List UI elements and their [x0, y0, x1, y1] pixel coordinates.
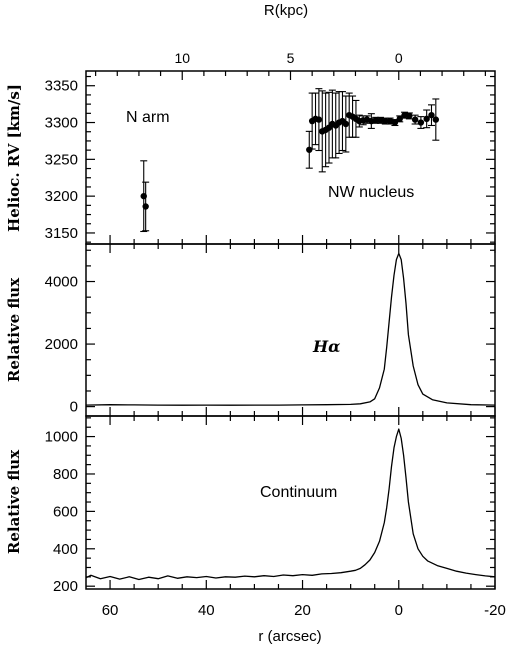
x-tick-label: -20: [484, 602, 506, 619]
rv-point: [391, 119, 399, 126]
y-tick-label: 4000: [45, 274, 78, 291]
y-tick-label: 400: [53, 541, 78, 558]
top-axis-tick-label: 0: [395, 50, 403, 66]
rv-point: [417, 119, 425, 126]
rv-point: [411, 116, 419, 123]
rv-point: [315, 116, 323, 123]
x-tick-label: 40: [198, 602, 215, 619]
rv-ylabel: Helioc. RV [km/s]: [5, 84, 23, 232]
rv-panel-frame: [85, 70, 496, 245]
y-tick-label: 0: [70, 399, 78, 416]
y-tick-label: 3200: [45, 188, 78, 205]
continuum-annotation: Continuum: [260, 484, 337, 501]
y-tick-label: 800: [53, 466, 78, 483]
rv-point: [401, 111, 408, 119]
nw-nucleus-annotation: NW nucleus: [328, 184, 414, 201]
y-tick-label: 3150: [45, 225, 78, 242]
top-axis-tick-label: 5: [287, 50, 295, 66]
y-tick-label: 2000: [45, 336, 78, 353]
y-tick-label: 200: [53, 578, 78, 595]
rv-point: [377, 117, 384, 124]
x-tick-label: 0: [395, 602, 403, 619]
chart-marks: 10 5 060 40 20 0 -2031503200325033003350020004…: [45, 50, 506, 619]
x-tick-label: 60: [102, 602, 119, 619]
rv-point: [406, 112, 413, 120]
x-axis-label: r (arcsec): [258, 628, 321, 645]
halpha-panel-frame: [85, 243, 496, 417]
y-tick-label: 3300: [45, 115, 78, 132]
continuum-profile-line: [85, 428, 496, 581]
rv-point: [428, 111, 435, 119]
top-axis-tick-label: 10: [174, 50, 190, 66]
rv-point: [382, 117, 389, 125]
y-tick-label: 600: [53, 503, 78, 520]
rv-point: [142, 203, 149, 210]
rv-point: [432, 116, 440, 123]
y-tick-label: 1000: [45, 429, 78, 446]
halpha-ylabel: Relative flux: [5, 277, 23, 382]
continuum-panel-frame: [85, 415, 496, 590]
continuum-ylabel: Relative flux: [5, 449, 23, 554]
x-tick-label: 20: [294, 602, 311, 619]
y-tick-label: 3250: [45, 151, 78, 168]
halpha-profile-line: [85, 252, 496, 406]
rv-point: [306, 146, 313, 153]
rv-point: [342, 120, 350, 128]
rv-point: [423, 115, 430, 123]
halpha-annotation: Hα: [312, 337, 340, 356]
n-arm-annotation: N arm: [126, 109, 170, 126]
rv-point: [372, 117, 379, 124]
rv-point: [396, 115, 403, 123]
y-tick-label: 3350: [45, 78, 78, 95]
top-axis-label: R(kpc): [264, 2, 308, 19]
